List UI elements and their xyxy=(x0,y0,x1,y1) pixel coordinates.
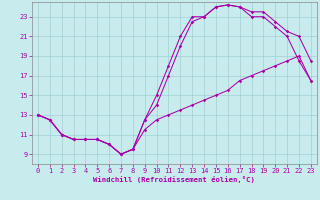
X-axis label: Windchill (Refroidissement éolien,°C): Windchill (Refroidissement éolien,°C) xyxy=(93,176,255,183)
